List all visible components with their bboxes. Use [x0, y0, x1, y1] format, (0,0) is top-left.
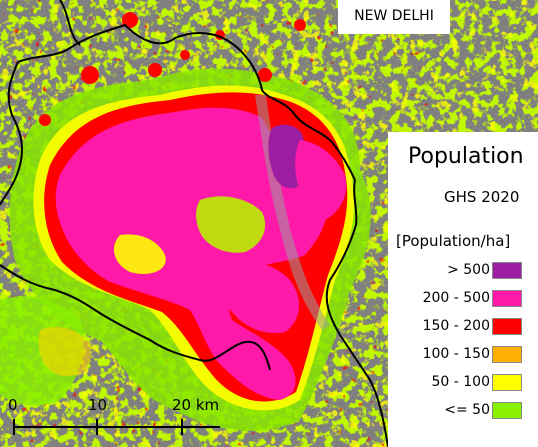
high-density-core: [55, 107, 327, 401]
legend-row: 50 - 100: [388, 372, 538, 394]
interior-green-patch: [196, 196, 266, 253]
south-pink-lobe: [216, 260, 300, 334]
legend-label: 50 - 100: [431, 374, 491, 390]
legend-label: 200 - 500: [422, 290, 490, 306]
legend-label: > 500: [447, 262, 490, 278]
legend-row: 200 - 500: [388, 288, 538, 310]
scale-label-10: 10: [88, 396, 108, 414]
legend-label: 150 - 200: [422, 318, 490, 334]
north-settlements: [39, 12, 306, 126]
legend-row: <= 50: [388, 400, 538, 422]
scale-label-0: 0: [8, 396, 18, 414]
legend-swatch: [492, 290, 522, 307]
legend-label: 100 - 150: [422, 346, 490, 362]
map-title-box: NEW DELHI: [338, 0, 450, 34]
legend-source: GHS 2020: [444, 188, 520, 206]
legend-title: Population: [408, 144, 524, 169]
east-pink-extension: [295, 140, 347, 220]
legend-row: 100 - 150: [388, 344, 538, 366]
secondary-boundary: [59, 0, 81, 46]
scale-bar: [13, 419, 220, 435]
legend-swatch: [492, 374, 522, 391]
territory-boundary: [0, 23, 389, 447]
southwest-yellow-patch: [38, 326, 92, 377]
legend-swatch: [492, 346, 522, 363]
legend-swatch: [492, 318, 522, 335]
legend-panel: Population GHS 2020 [Population/ha] > 50…: [388, 132, 538, 447]
legend-unit: [Population/ha]: [396, 232, 511, 250]
interior-yellow-patch: [113, 234, 166, 275]
scale-label-20km: 20 km: [172, 396, 220, 414]
legend-label: <= 50: [444, 402, 490, 418]
legend-swatch: [492, 402, 522, 419]
map-title: NEW DELHI: [354, 8, 434, 24]
legend-row: 150 - 200: [388, 316, 538, 338]
legend-row: > 500: [388, 260, 538, 282]
legend-swatch: [492, 262, 522, 279]
